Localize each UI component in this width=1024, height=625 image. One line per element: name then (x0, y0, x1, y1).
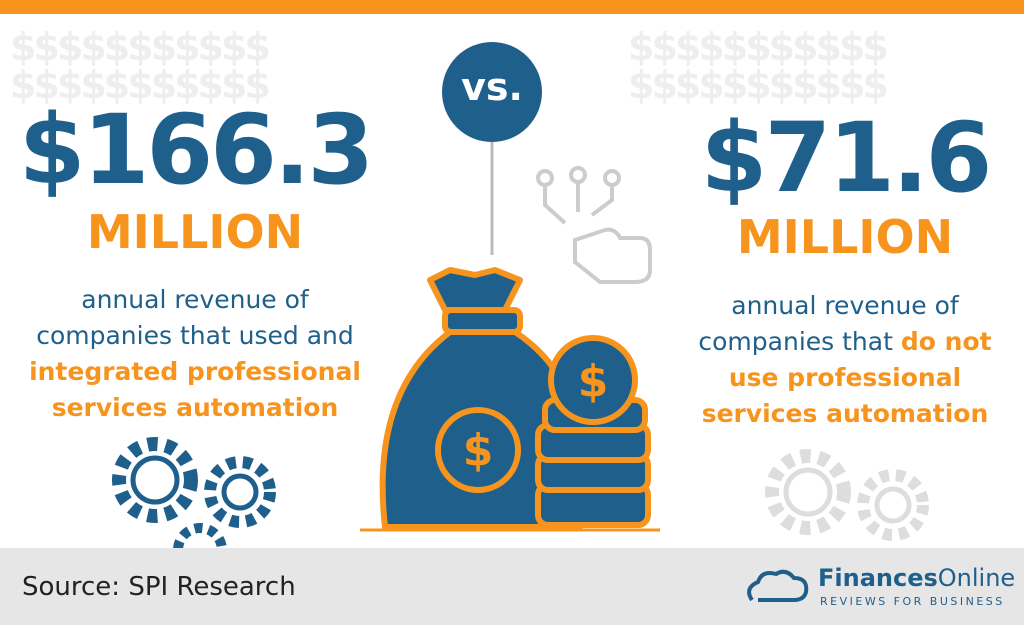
highlight-text: integrated professional (29, 357, 361, 386)
tagline: REVIEWS FOR BUSINESS (820, 595, 1005, 608)
description-line: companies that do not (645, 324, 1024, 360)
right-unit: MILLION (736, 210, 954, 264)
top-bar (0, 0, 1024, 14)
highlight-text: do not (900, 327, 992, 356)
left-amount: $166.3 (18, 94, 374, 206)
text: annual revenue of (81, 285, 309, 314)
highlight-text: services automation (701, 399, 989, 428)
left-description: annual revenue of companies that used and… (0, 282, 395, 426)
dollar-pattern: $$$$$$$$$$$ (628, 25, 889, 69)
text: companies that used and (36, 321, 354, 350)
brand-light: Online (937, 564, 1016, 592)
dollar-pattern: $$$$$$$$$$$ (10, 25, 271, 69)
description-line: services automation (645, 396, 1024, 432)
text: annual revenue of (731, 291, 959, 320)
description-line: use professional (645, 360, 1024, 396)
description-line: annual revenue of (645, 288, 1024, 324)
dollar-pattern: $$$$$$$$$$$ (628, 63, 889, 107)
brand-bold: Finances (818, 564, 938, 592)
source: Source: SPI Research (22, 572, 296, 602)
right-description: annual revenue of companies that do not use… (645, 288, 1024, 432)
illustration: $ $ (112, 42, 929, 548)
logo-icon (747, 569, 809, 602)
text: companies that (698, 327, 893, 356)
svg-text:$: $ (463, 425, 494, 476)
highlight-text: services automation (51, 393, 339, 422)
description-line: annual revenue of (0, 282, 395, 318)
description-line: companies that used and (0, 318, 395, 354)
vs-label: vs. (461, 65, 523, 109)
footer: Source: SPI Research FinancesOnline REVI… (0, 548, 1024, 625)
left-unit: MILLION (86, 205, 304, 259)
description-line: integrated professional (0, 354, 395, 390)
description-line: services automation (0, 390, 395, 426)
brand: FinancesOnline (818, 564, 1015, 592)
right-amount: $71.6 (700, 102, 993, 214)
dollar-pattern: $$$$$$$$$$$ (10, 63, 271, 107)
svg-text:$: $ (578, 356, 609, 407)
highlight-text: use professional (728, 363, 962, 392)
